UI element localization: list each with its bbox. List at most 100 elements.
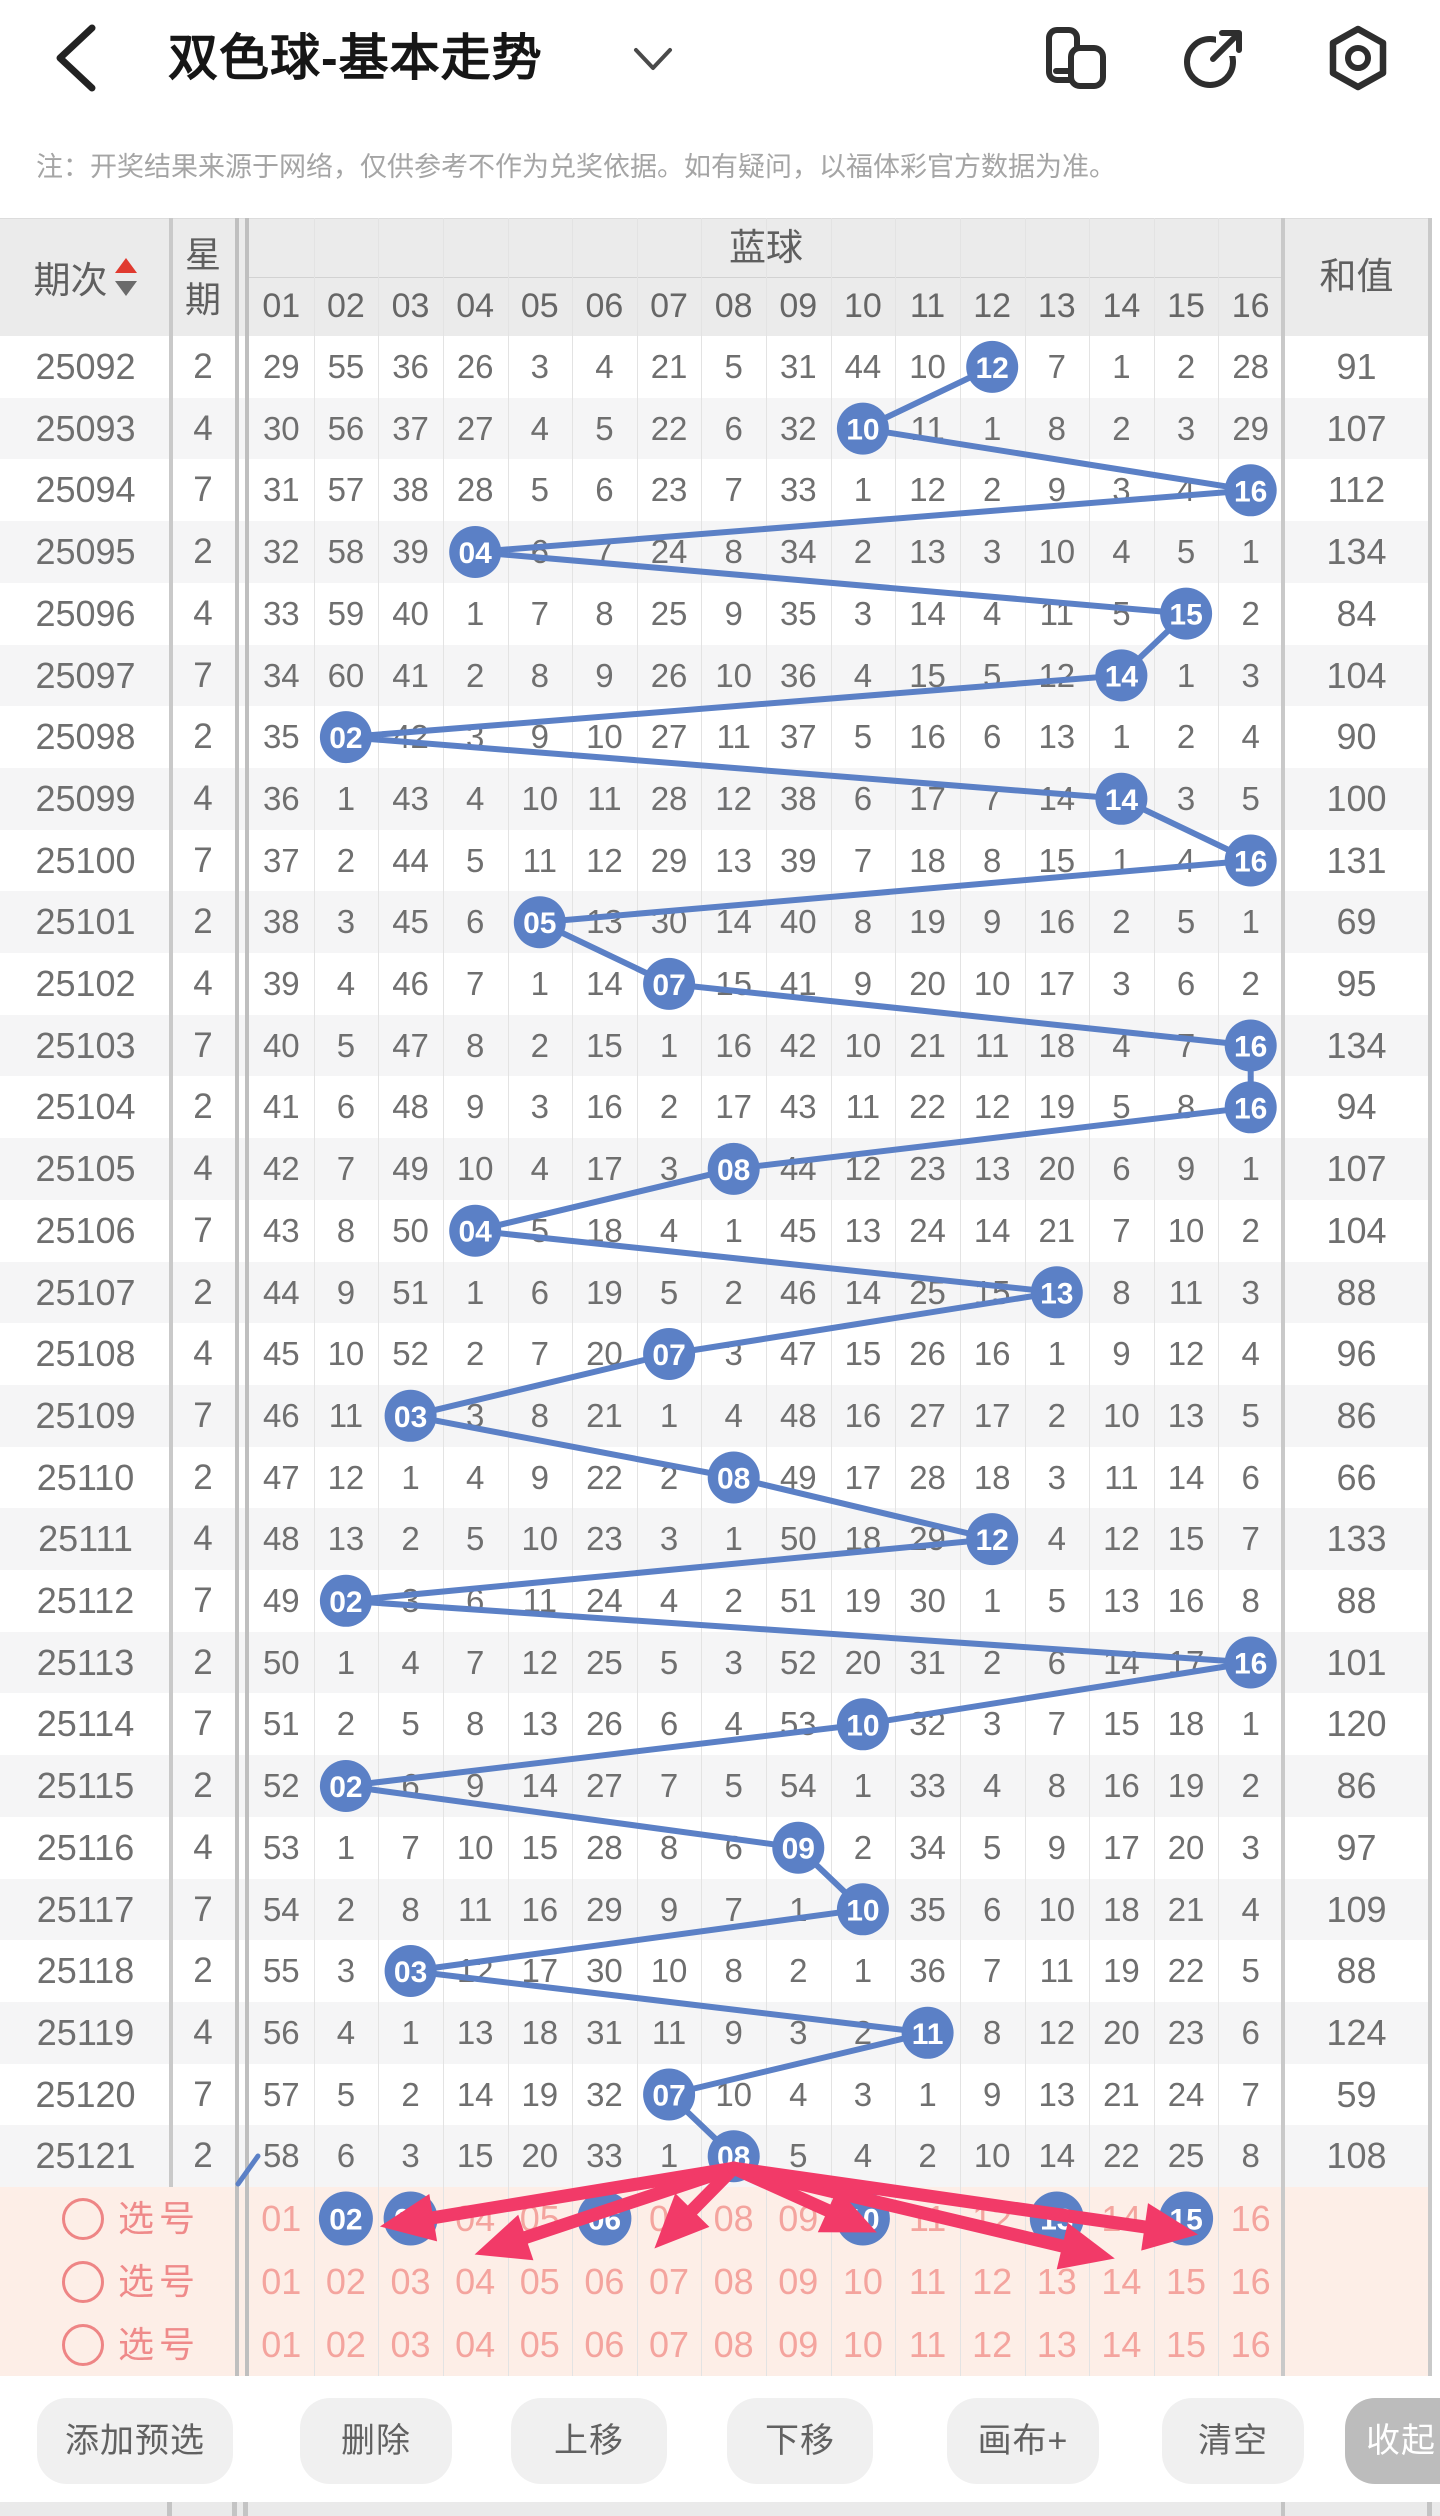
selection-number[interactable]: 13	[1036, 2324, 1077, 2365]
selection-number[interactable]: 04	[455, 2324, 496, 2365]
miss-cell: 43	[779, 1088, 817, 1126]
selection-number[interactable]: 09	[778, 2198, 819, 2239]
grid-line	[1218, 218, 1220, 2376]
selection-number[interactable]: 12	[972, 2261, 1013, 2302]
selection-number[interactable]: 03	[390, 2261, 431, 2302]
selection-number[interactable]: 16	[1230, 2261, 1271, 2302]
selection-number[interactable]: 09	[778, 2261, 819, 2302]
selection-number[interactable]: 11	[908, 2198, 947, 2239]
miss-cell: 52	[392, 1335, 429, 1373]
miss-cell: 58	[327, 533, 365, 571]
miss-cell: 33	[909, 1767, 946, 1805]
selection-number[interactable]: 01	[261, 2324, 302, 2365]
canvas-plus-button[interactable]: 画布+	[947, 2398, 1099, 2484]
selection-number[interactable]: 02	[325, 2261, 366, 2302]
selection-number[interactable]: 07	[649, 2324, 690, 2365]
selection-number[interactable]: 12	[972, 2324, 1013, 2365]
miss-cell: 20	[909, 965, 946, 1002]
selection-number[interactable]: 13	[1036, 2261, 1077, 2302]
title-dropdown-caret[interactable]	[628, 34, 678, 84]
selection-number[interactable]: 10	[842, 2324, 883, 2365]
miss-cell: 3	[659, 1150, 679, 1188]
selection-number[interactable]: 05	[519, 2324, 560, 2365]
week-cell: 2	[193, 1951, 213, 1991]
move-up-button[interactable]: 上移	[511, 2398, 667, 2484]
miss-cell: 15	[973, 1273, 1011, 1311]
miss-cell: 9	[1047, 471, 1066, 509]
miss-cell: 13	[1167, 1396, 1205, 1434]
period-cell: 25110	[36, 1456, 135, 1498]
selection-number[interactable]: 08	[713, 2198, 754, 2239]
miss-cell: 15	[521, 1828, 559, 1866]
selection-number[interactable]: 11	[908, 2261, 947, 2302]
selection-number[interactable]: 03	[390, 2324, 431, 2365]
miss-cell: 31	[779, 348, 817, 385]
miss-cell: 29	[1232, 409, 1270, 447]
miss-cell: 25	[909, 1273, 946, 1311]
clear-button[interactable]: 清空	[1162, 2398, 1304, 2484]
delete-button[interactable]: 删除	[300, 2398, 452, 2484]
selection-radio[interactable]	[62, 2260, 104, 2303]
selection-number[interactable]: 04	[455, 2261, 496, 2302]
miss-cell: 32	[779, 409, 817, 447]
selection-number[interactable]: 07	[649, 2261, 690, 2302]
miss-cell: 15	[1038, 841, 1076, 879]
miss-cell: 24	[909, 1211, 946, 1249]
back-button[interactable]	[44, 16, 114, 100]
share-icon[interactable]	[1180, 24, 1248, 92]
miss-cell: 44	[779, 1150, 817, 1188]
miss-cell: 19	[1038, 1088, 1076, 1126]
period-sort-header[interactable]: 期次	[0, 218, 171, 336]
miss-cell: 28	[456, 471, 494, 509]
miss-cell: 1	[789, 1890, 808, 1928]
miss-cell: 4	[853, 656, 873, 694]
selection-number[interactable]: 14	[1101, 2198, 1142, 2239]
selection-number[interactable]: 01	[261, 2198, 302, 2239]
week-header-char: 期	[184, 279, 221, 320]
miss-cell: 52	[779, 1643, 817, 1681]
period-cell: 25099	[35, 777, 136, 819]
miss-cell: 16	[1038, 903, 1076, 941]
selection-number[interactable]: 07	[649, 2198, 690, 2239]
miss-cell: 7	[595, 533, 614, 571]
miss-cell: 8	[595, 594, 614, 632]
selection-number[interactable]: 16	[1230, 2324, 1271, 2365]
selection-number[interactable]: 02	[325, 2324, 366, 2365]
ball-column-header: 15	[1167, 287, 1205, 325]
settings-icon[interactable]	[1324, 24, 1392, 92]
selection-number[interactable]: 15	[1166, 2261, 1207, 2302]
selection-number[interactable]: 08	[713, 2324, 754, 2365]
selection-number[interactable]: 14	[1101, 2324, 1142, 2365]
divider	[1427, 2502, 1432, 2516]
selection-number[interactable]: 11	[908, 2324, 947, 2365]
add-preselect-button[interactable]: 添加预选	[37, 2398, 233, 2484]
miss-cell: 7	[724, 1890, 743, 1928]
selection-radio[interactable]	[62, 2323, 104, 2366]
selection-number[interactable]: 09	[778, 2324, 819, 2365]
selection-number[interactable]: 10	[842, 2261, 883, 2302]
selection-number[interactable]: 06	[584, 2261, 625, 2302]
miss-cell: 15	[456, 2137, 494, 2175]
miss-cell: 3	[530, 348, 549, 385]
window-switch-icon[interactable]	[1042, 24, 1110, 92]
week-cell: 7	[193, 1704, 213, 1744]
move-down-button[interactable]: 下移	[727, 2398, 873, 2484]
selection-number[interactable]: 08	[713, 2261, 754, 2302]
selection-number[interactable]: 14	[1101, 2261, 1142, 2302]
selection-number[interactable]: 06	[584, 2324, 625, 2365]
miss-cell: 20	[1038, 1150, 1076, 1188]
miss-cell: 4	[659, 1211, 679, 1249]
selection-number[interactable]: 15	[1166, 2324, 1207, 2365]
selection-number[interactable]: 05	[519, 2198, 560, 2239]
week-cell: 4	[193, 1149, 213, 1189]
selection-number[interactable]: 04	[455, 2198, 496, 2239]
miss-cell: 20	[1167, 1828, 1205, 1866]
collapse-button[interactable]: 收起	[1345, 2398, 1440, 2484]
selection-number[interactable]: 01	[261, 2261, 302, 2302]
selection-radio[interactable]	[62, 2197, 104, 2240]
week-cell: 4	[193, 593, 213, 633]
selection-number[interactable]: 12	[972, 2198, 1013, 2239]
selection-number[interactable]: 05	[519, 2261, 560, 2302]
miss-cell: 9	[1176, 1150, 1196, 1188]
selection-number[interactable]: 16	[1230, 2198, 1271, 2239]
